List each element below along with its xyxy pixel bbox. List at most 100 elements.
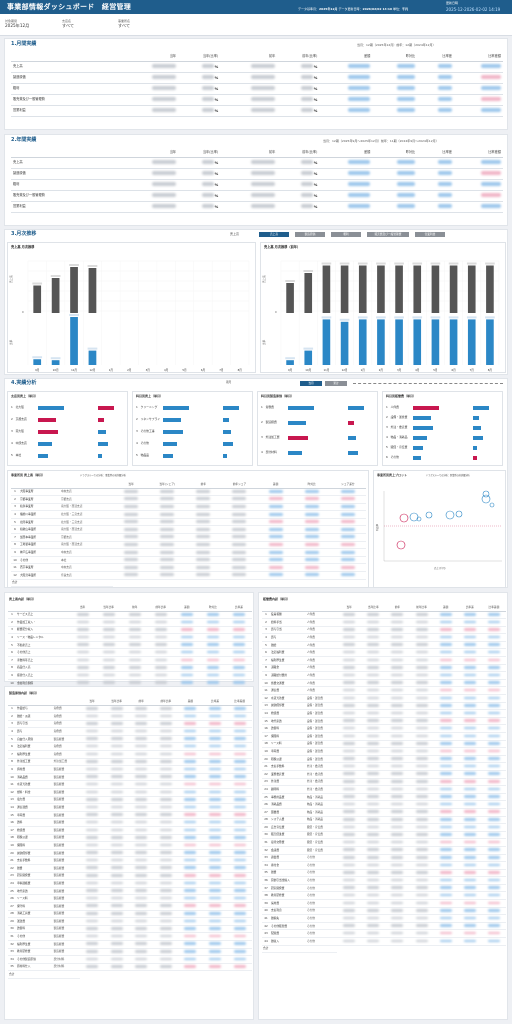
sga-detail-section: 販管費内訳（単月） 当年 当年比率 前年 前年比率 差額 比率差 比率差額 1 役員報酬 人件費 2…	[258, 592, 508, 1020]
col-header: 前年(比率)	[277, 149, 320, 158]
table-row: 9 退職給付費用 人件費	[262, 671, 506, 680]
rank-bar-2	[98, 406, 114, 410]
table-row: 製造原価 % %	[11, 168, 503, 180]
data-label	[466, 262, 477, 265]
data-label	[303, 347, 314, 350]
prev-bar	[358, 265, 367, 313]
data-label	[376, 316, 386, 319]
rank-bar	[413, 446, 423, 450]
table-row[interactable]: 5 北陸事業所 北大阪・三宮支店	[11, 518, 366, 527]
branch-filter[interactable]: 支店名 すべて	[62, 19, 75, 29]
table-row: 22 業務委託費 外注・委託費	[262, 770, 506, 779]
data-label	[357, 262, 368, 265]
pct-unit: %	[313, 75, 318, 80]
data-label	[394, 316, 404, 319]
table-row: 26 リース料 製造経費	[8, 894, 252, 903]
rank-bar-2	[98, 442, 108, 446]
row-label: 粗利	[11, 83, 121, 95]
col-header: 差額	[173, 604, 200, 612]
tab-sales[interactable]: 売上高	[259, 232, 289, 237]
rank-bar	[288, 421, 306, 425]
table-row: 27 保守料 製造経費	[8, 902, 252, 911]
table-row: 40 支払利息 その他	[262, 907, 506, 916]
table-row[interactable]: 2 京都事業所 京都支店	[11, 495, 366, 504]
table-row: 2 雑給・派遣 労務費	[8, 712, 252, 721]
prev-bar	[304, 273, 313, 313]
tab-gross-profit[interactable]: 粗利	[331, 232, 361, 237]
table-row[interactable]: 10 その他 本社	[11, 556, 366, 565]
table-row: 1 作業給与 労務費	[8, 705, 252, 714]
data-label	[485, 316, 495, 319]
x-tick-label: 7月	[470, 368, 475, 372]
table-row[interactable]: 8 工場製事業所 南大阪・西淀支店	[11, 541, 366, 550]
rank-bar	[38, 406, 64, 410]
rank-bar	[163, 454, 173, 458]
tab-operating-profit[interactable]: 営業利益	[415, 232, 445, 237]
period-filter[interactable]: 対象期間 2025年12月	[5, 19, 30, 29]
tab-mfg-cost[interactable]: 製造原価	[295, 232, 325, 237]
pct-unit: %	[214, 75, 219, 80]
rank-item: 2 リネンサプライ	[136, 417, 161, 421]
office-title: 事業所別 売上高	[11, 473, 34, 477]
col-header: 昨対比	[199, 604, 226, 612]
prev-bar	[377, 265, 385, 313]
table-row[interactable]: 9 神戸広事業所 中央支店	[11, 548, 366, 557]
rank-bar-2	[348, 406, 364, 410]
table-row: 製造原価 % %	[11, 72, 503, 84]
col-header: 差額	[257, 481, 294, 489]
period-label: 期月	[226, 381, 232, 384]
tab-sga[interactable]: 販売費及び一般管理費	[367, 232, 409, 237]
cur-bar	[286, 360, 294, 365]
rank-bar-2	[473, 406, 489, 410]
scatter-point	[416, 516, 422, 522]
table-row: 26 消耗品費 物品・消耗品	[262, 800, 506, 809]
pct-unit: %	[313, 64, 318, 69]
office-note: ドラグスルーでの分析：事業所の前詳細分析	[80, 474, 126, 477]
table-row: 9 資材費 製造経費	[8, 765, 252, 774]
x-tick-label: 5月	[433, 368, 438, 372]
table-row[interactable]: 3 和泉事業所 南大阪・西淀支店	[11, 503, 366, 512]
table-row: 営業利益 % %	[11, 201, 503, 213]
table-row[interactable]: 4 播磨川事業所 北大阪・三宮支店	[11, 510, 366, 519]
mfg-detail-table: 当年 当年比率 前年 前年比率 差額 比率差 比率差額 1 作業給与 労務費 2 雑給・派遣 労務費 3 賞…	[8, 698, 252, 979]
x-tick-label: 1月	[109, 368, 114, 372]
rank-bar-2	[223, 442, 233, 446]
col-header: 当年比率	[104, 698, 129, 706]
table-row[interactable]: 7 加西本事業所 京都支店	[11, 533, 366, 542]
rank-bar	[288, 436, 308, 440]
table-row: 33 教育研修費 製造経費	[8, 948, 252, 957]
pct-unit: %	[214, 182, 219, 187]
rank-bar	[288, 406, 314, 410]
data-label	[357, 316, 368, 319]
rank-item: 1 北大阪	[11, 405, 24, 409]
x-tick-label: 11月	[71, 368, 77, 372]
table-row: 30 販売促進費 販促・宣伝費	[262, 831, 506, 840]
data-label	[32, 282, 43, 285]
office-filter[interactable]: 事業所名 すべて	[118, 19, 131, 29]
row-label: 製造原価	[11, 168, 121, 180]
data-label	[376, 262, 386, 265]
table-row[interactable]: 12 大阪営事業所 奈良支店	[11, 571, 366, 580]
toggle-cumulative[interactable]: 累計	[325, 381, 347, 386]
table-row: 5 不動産売上	[8, 641, 252, 650]
scatter-point	[489, 502, 495, 508]
table-row: 4 リース・物品レンタル	[8, 633, 252, 642]
col-header: 比率差	[202, 698, 228, 706]
prev-bar	[467, 265, 476, 313]
annual-table: 当年 当年(比率) 前年 前年(比率) 差額 昨対比 比率差 比率差額 売上高 % % 製造原価 …	[11, 149, 503, 213]
col-header: 当年	[69, 604, 96, 612]
table-row[interactable]: 1 大阪事業所 中央支店	[11, 488, 366, 497]
col-header: 比率差額	[227, 698, 252, 706]
prev-bar	[413, 265, 422, 313]
table-row: 販売費及び一般管理費 % %	[11, 94, 503, 106]
ranking-card: 科目別販管費（単月） 1 人件費 2 設備・運営費 3 外注・委託費 4 物品・消耗品 5…	[382, 391, 503, 466]
toggle-month[interactable]: 当月	[300, 381, 322, 386]
table-row: 3 賞与引当 労務費	[8, 720, 252, 729]
y-axis-label: 売上高	[262, 275, 266, 283]
rank-bar	[413, 416, 431, 420]
sales-detail-section: 売上高内訳（単月） 当年 当年比率 前年 前年比率 差額 昨対比 比率差 1 サービス売上 2 作業…	[4, 592, 254, 703]
table-row: 19 保険料 製造経費	[8, 841, 252, 850]
col-header: 差額	[178, 698, 203, 706]
table-row[interactable]: 11 西京事業所 中央支店	[11, 563, 366, 573]
table-row[interactable]: 6 和歌山事業所 南大阪・西淀支店	[11, 525, 366, 535]
